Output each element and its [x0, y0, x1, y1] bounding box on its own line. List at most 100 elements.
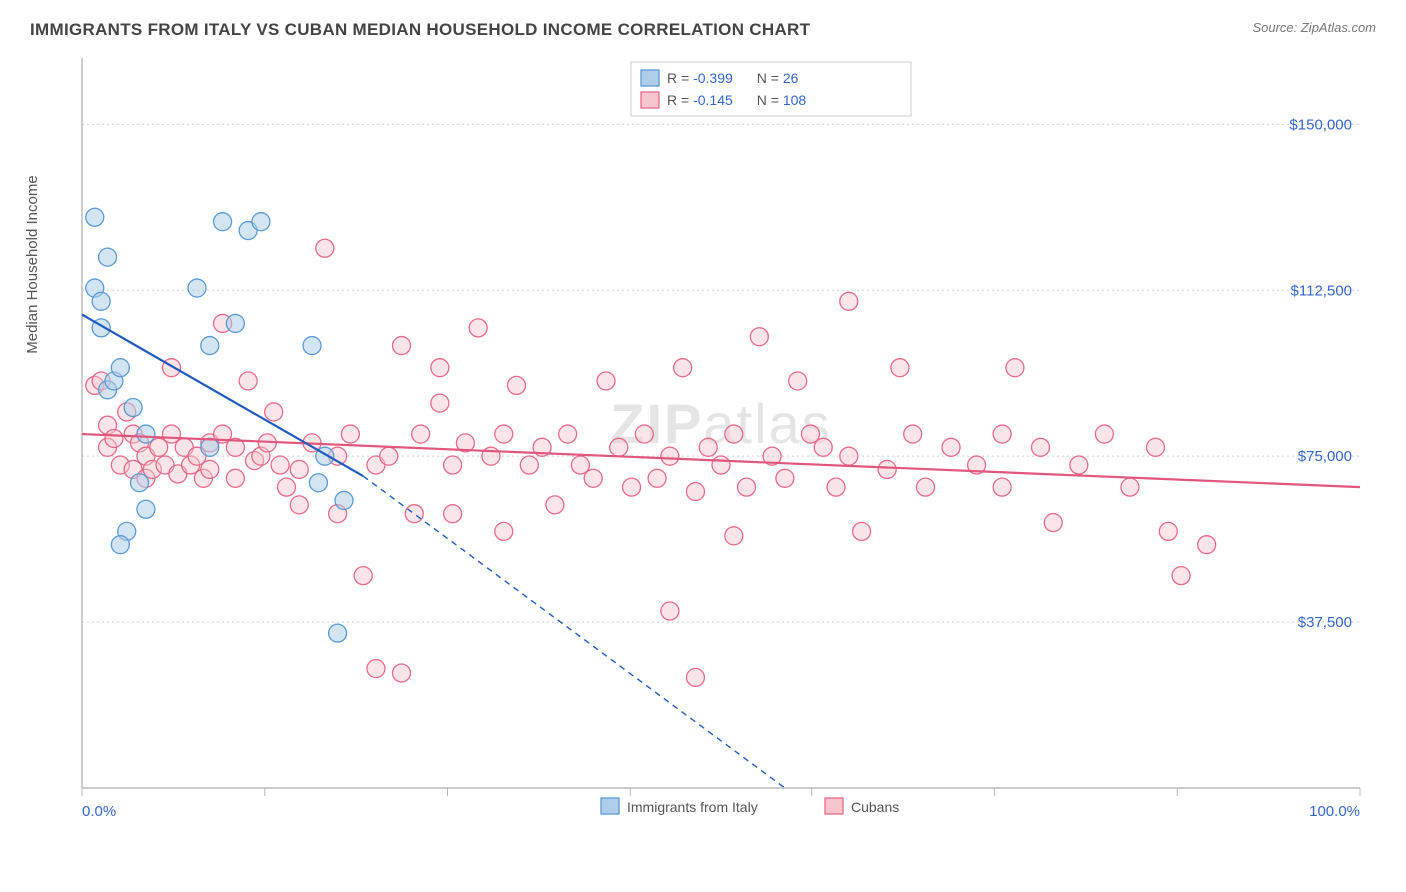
data-point [648, 469, 666, 487]
data-point [686, 668, 704, 686]
data-point [661, 602, 679, 620]
data-point [335, 491, 353, 509]
data-point [201, 460, 219, 478]
data-point [354, 567, 372, 585]
data-point [750, 328, 768, 346]
data-point [520, 456, 538, 474]
legend-swatch [641, 92, 659, 108]
data-point [1198, 536, 1216, 554]
header-row: IMMIGRANTS FROM ITALY VS CUBAN MEDIAN HO… [30, 20, 1376, 40]
data-point [993, 425, 1011, 443]
data-point [725, 527, 743, 545]
data-point [878, 460, 896, 478]
data-point [105, 429, 123, 447]
data-point [853, 522, 871, 540]
data-point [124, 399, 142, 417]
data-point [597, 372, 615, 390]
data-point [367, 660, 385, 678]
data-point [635, 425, 653, 443]
data-point [393, 337, 411, 355]
data-point [137, 425, 155, 443]
data-point [341, 425, 359, 443]
data-point [92, 292, 110, 310]
data-point [201, 438, 219, 456]
data-point [271, 456, 289, 474]
data-point [891, 359, 909, 377]
data-point [405, 505, 423, 523]
data-point [776, 469, 794, 487]
data-point [1044, 514, 1062, 532]
data-point [840, 447, 858, 465]
data-point [1147, 438, 1165, 456]
data-point [916, 478, 934, 496]
data-point [789, 372, 807, 390]
chart-area: Median Household Income $37,500$75,000$1… [30, 48, 1376, 838]
data-point [674, 359, 692, 377]
watermark: ZIPatlas [610, 392, 831, 455]
data-point [201, 337, 219, 355]
y-tick-label: $150,000 [1289, 116, 1352, 133]
data-point [1095, 425, 1113, 443]
y-tick-label: $75,000 [1298, 448, 1352, 465]
data-point [712, 456, 730, 474]
data-point [412, 425, 430, 443]
data-point [584, 469, 602, 487]
data-point [226, 314, 244, 332]
data-point [559, 425, 577, 443]
data-point [814, 438, 832, 456]
data-point [431, 394, 449, 412]
data-point [508, 376, 526, 394]
data-point [610, 438, 628, 456]
trendline-italy-dashed [363, 476, 785, 788]
data-point [699, 438, 717, 456]
data-point [661, 447, 679, 465]
data-point [226, 469, 244, 487]
scatter-chart-svg: $37,500$75,000$112,500$150,000ZIPatlas0.… [30, 48, 1376, 838]
data-point [444, 505, 462, 523]
legend-bottom-swatch [825, 798, 843, 814]
data-point [495, 425, 513, 443]
data-point [827, 478, 845, 496]
data-point [1121, 478, 1139, 496]
data-point [431, 359, 449, 377]
data-point [309, 474, 327, 492]
data-point [393, 664, 411, 682]
legend-bottom-label: Cubans [851, 799, 899, 815]
legend-bottom-label: Immigrants from Italy [627, 799, 758, 815]
data-point [277, 478, 295, 496]
data-point [725, 425, 743, 443]
data-point [316, 239, 334, 257]
data-point [993, 478, 1011, 496]
data-point [840, 292, 858, 310]
legend-swatch [641, 70, 659, 86]
data-point [469, 319, 487, 337]
data-point [239, 372, 257, 390]
data-point [214, 213, 232, 231]
data-point [303, 337, 321, 355]
data-point [86, 208, 104, 226]
data-point [111, 536, 129, 554]
data-point [290, 460, 308, 478]
y-axis-label: Median Household Income [24, 175, 41, 353]
data-point [686, 483, 704, 501]
data-point [1032, 438, 1050, 456]
data-point [904, 425, 922, 443]
data-point [252, 213, 270, 231]
data-point [942, 438, 960, 456]
legend-bottom-swatch [601, 798, 619, 814]
data-point [1172, 567, 1190, 585]
data-point [495, 522, 513, 540]
x-tick-start: 0.0% [82, 803, 116, 820]
chart-title: IMMIGRANTS FROM ITALY VS CUBAN MEDIAN HO… [30, 20, 810, 40]
data-point [290, 496, 308, 514]
data-point [1159, 522, 1177, 540]
data-point [131, 474, 149, 492]
data-point [111, 359, 129, 377]
data-point [1006, 359, 1024, 377]
data-point [137, 500, 155, 518]
trendline-italy-solid [82, 315, 363, 476]
data-point [623, 478, 641, 496]
data-point [188, 279, 206, 297]
y-tick-label: $112,500 [1291, 282, 1352, 299]
data-point [444, 456, 462, 474]
